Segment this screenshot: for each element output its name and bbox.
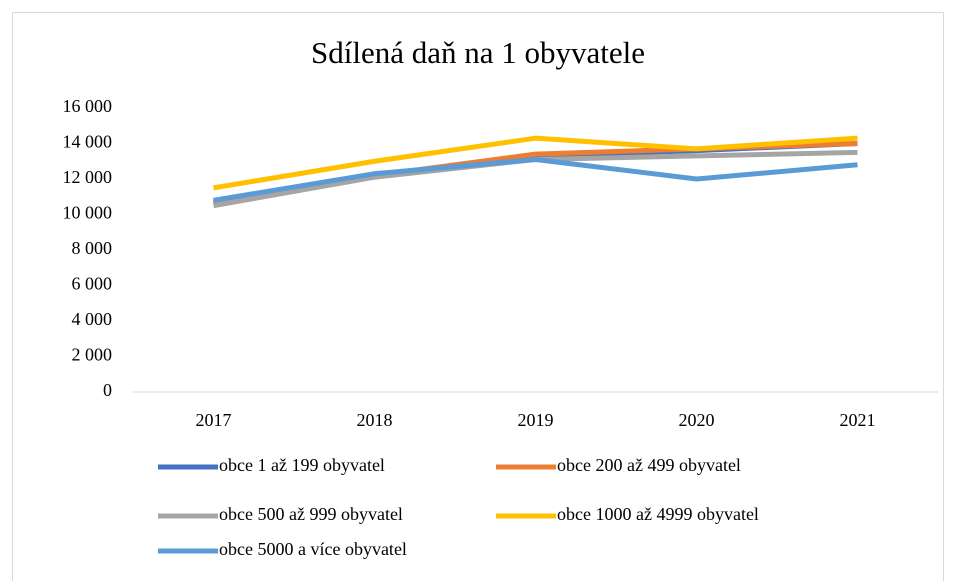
y-tick-label: 6 000 — [72, 274, 113, 294]
y-tick-label: 10 000 — [63, 203, 113, 223]
y-tick-label: 8 000 — [72, 238, 113, 258]
chart-title: Sdílená daň na 1 obyvatele — [311, 35, 645, 70]
legend-label: obce 5000 a více obyvatel — [219, 539, 407, 559]
legend-label: obce 200 až 499 obyvatel — [557, 455, 741, 475]
x-tick-label: 2017 — [196, 410, 232, 430]
legend-label: obce 1 až 199 obyvatel — [219, 455, 385, 475]
legend-label: obce 1000 až 4999 obyvatel — [557, 504, 759, 524]
chart-border — [12, 12, 944, 581]
y-tick-label: 14 000 — [63, 132, 113, 152]
y-tick-label: 0 — [103, 380, 112, 400]
y-tick-label: 16 000 — [63, 96, 113, 116]
y-tick-label: 2 000 — [72, 345, 113, 365]
series-line — [213, 156, 858, 203]
x-tick-label: 2021 — [840, 410, 876, 430]
series-line — [213, 135, 858, 191]
y-tick-label: 4 000 — [72, 309, 113, 329]
legend-label: obce 500 až 999 obyvatel — [219, 504, 403, 524]
y-tick-label: 12 000 — [63, 167, 113, 187]
x-tick-label: 2019 — [518, 410, 554, 430]
x-tick-label: 2020 — [679, 410, 715, 430]
x-tick-label: 2018 — [357, 410, 393, 430]
